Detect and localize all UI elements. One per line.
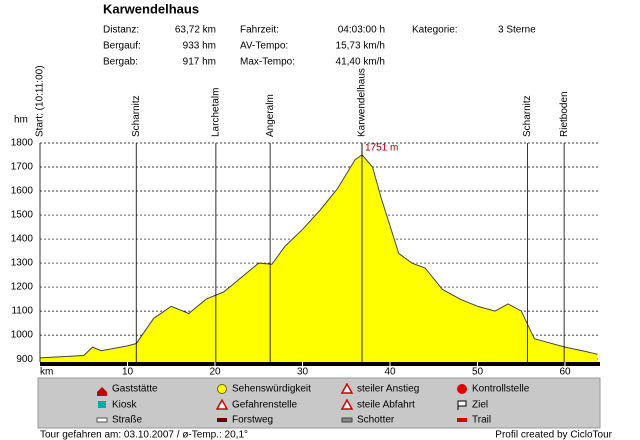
y-tick-label: 1500 — [11, 210, 34, 221]
legend-label: steiler Anstieg — [357, 384, 419, 395]
legend-label: Sehenswürdigkeit — [232, 384, 311, 395]
x-tick-label: 20 — [209, 367, 221, 378]
area-fill — [40, 154, 598, 362]
stat-label: AV-Tempo: — [240, 41, 288, 52]
legend-box — [37, 377, 601, 429]
icon — [98, 401, 106, 408]
x-tick-label: 60 — [559, 367, 571, 378]
plot: 900 1000 1100 1200 1300 1400 1500 1600 1700 1800 1… — [11, 65, 600, 378]
annotation: 1751 m — [365, 143, 398, 154]
icon — [340, 398, 354, 410]
icon — [341, 417, 353, 423]
x-tick-label: 40 — [384, 367, 396, 378]
stat-label: Bergauf: — [103, 41, 141, 52]
legend-label: Kiosk — [112, 400, 137, 411]
stat-value: 04:03:00 h — [338, 25, 385, 36]
icon — [457, 400, 467, 410]
waypoint-label: Start: (10:11:00) — [35, 65, 46, 137]
x-tick-label: 30 — [297, 367, 309, 378]
waypoint-label: Scharnitz — [131, 95, 142, 137]
waypoint-label: Angeralm — [265, 94, 276, 137]
legend-label: Forstweg — [232, 415, 273, 426]
stat-value: 3 Sterne — [498, 25, 536, 36]
icon — [217, 384, 227, 394]
x-tick-label: 10 — [122, 367, 134, 378]
stat-value: 933 hm — [183, 41, 216, 52]
y-tick-label: 1600 — [11, 186, 34, 197]
stat-label: Bergab: — [103, 57, 138, 68]
y-axis-label: hm — [14, 115, 28, 126]
stat-value: 63,72 km — [175, 25, 216, 36]
icon — [215, 398, 229, 410]
stats: Distanz: 63,72 km Bergauf: 933 hm Bergab… — [103, 25, 536, 68]
y-tick-label: 1700 — [11, 162, 34, 173]
waypoint-label: Karwendelhaus — [357, 68, 368, 137]
legend-label: Straße — [112, 415, 142, 426]
stat-label: Fahrzeit: — [240, 25, 279, 36]
footer-left: Tour gefahren am: 03.10.2007 / ø-Temp.: … — [40, 430, 248, 440]
waypoint-label: Scharnitz — [522, 95, 533, 137]
icon — [457, 418, 467, 422]
legend-label: Gefahrenstelle — [232, 400, 297, 411]
legend-label: Gaststätte — [112, 384, 158, 395]
profile-line — [39, 154, 598, 359]
stat-value: 41,40 km/h — [336, 57, 385, 68]
legend-label: Trail — [472, 415, 491, 426]
y-tick-label: 1400 — [11, 234, 34, 245]
stat-label: Distanz: — [103, 25, 139, 36]
x-axis-band — [40, 362, 600, 366]
y-tick-label: 1200 — [11, 282, 34, 293]
legend-label: Kontrollstelle — [472, 384, 530, 395]
stat-label: Kategorie: — [412, 25, 458, 36]
chart-title: Karwendelhaus — [103, 1, 199, 16]
waypoint-label: Rietboden — [559, 91, 570, 137]
icon — [97, 387, 107, 396]
y-tick-label: 1100 — [11, 306, 33, 317]
y-tick-label: 1800 — [11, 138, 34, 149]
icon — [96, 417, 108, 423]
x-axis-label: km — [40, 367, 53, 378]
icon — [217, 418, 227, 422]
legend-label: Ziel — [472, 400, 488, 411]
stat-value: 917 hm — [183, 57, 216, 68]
x-tick-label: 50 — [472, 367, 484, 378]
legend-label: Schotter — [357, 415, 395, 426]
y-tick-label: 1000 — [11, 330, 34, 341]
waypoint-label: Larchetalm — [211, 88, 222, 137]
legend: Gaststätte Sehenswürdigkeit steiler Anst… — [37, 377, 601, 429]
legend-label: steile Abfahrt — [357, 400, 415, 411]
y-tick-label: 1300 — [11, 258, 34, 269]
stat-value: 15,73 km/h — [336, 41, 385, 52]
stat-label: Max-Tempo: — [240, 57, 295, 68]
icon — [457, 384, 467, 394]
icon — [340, 382, 354, 394]
y-tick-label: 900 — [16, 354, 33, 365]
footer-right: Profil created by CicloTour — [495, 430, 612, 440]
